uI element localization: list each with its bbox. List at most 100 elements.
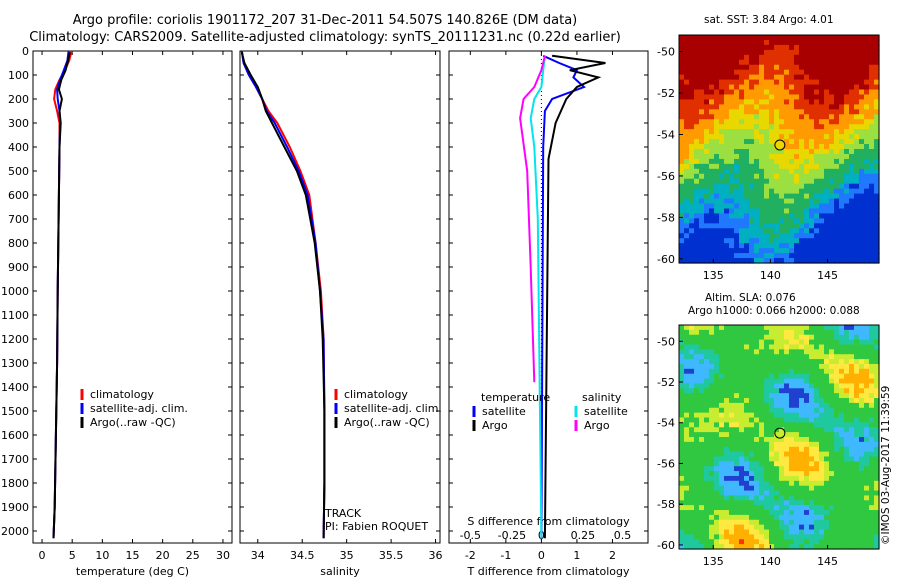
heatmap-cell [719, 114, 725, 120]
heatmap-cell [749, 198, 755, 205]
heatmap-cell [714, 178, 720, 185]
heatmap-cell [759, 79, 765, 86]
heatmap-cell [689, 213, 695, 219]
heatmap-cell [874, 417, 880, 423]
heatmap-cell [834, 368, 840, 375]
heatmap-cell [844, 163, 850, 170]
heatmap-cell [704, 373, 710, 380]
heatmap-cell [844, 94, 850, 101]
heatmap-cell [789, 325, 795, 331]
heatmap-cell [859, 203, 865, 210]
heatmap-cell [804, 59, 810, 66]
heatmap-cell [784, 437, 790, 443]
heatmap-cell [819, 456, 825, 462]
heatmap-cell [829, 183, 835, 190]
heatmap-cell [729, 437, 735, 443]
heatmap-cell [679, 253, 685, 259]
heatmap-cell [789, 480, 795, 487]
heatmap-cell [749, 393, 755, 399]
heatmap-cell [694, 238, 700, 244]
heatmap-cell [699, 480, 705, 487]
heatmap-cell [789, 422, 795, 428]
heatmap-cell [724, 446, 730, 453]
heatmap-cell [714, 471, 720, 477]
heatmap-cell [824, 344, 830, 350]
heatmap-cell [784, 339, 790, 346]
heatmap-cell [824, 471, 830, 477]
heatmap-cell [724, 124, 730, 130]
heatmap-cell [744, 373, 750, 380]
heatmap-cell [749, 432, 755, 438]
heatmap-cell [839, 412, 845, 419]
heatmap-cell [779, 427, 785, 433]
heatmap-cell [804, 149, 810, 155]
heatmap-cell [824, 258, 830, 264]
heatmap-cell [739, 59, 745, 66]
heatmap-cell [709, 99, 715, 105]
heatmap-cell [824, 129, 830, 135]
heatmap-cell [684, 198, 690, 205]
heatmap-cell [774, 258, 780, 264]
heatmap-cell [759, 514, 765, 521]
y-tick-label: -54 [657, 417, 675, 430]
heatmap-cell [854, 228, 860, 234]
heatmap-cell [729, 39, 735, 46]
heatmap-cell [829, 144, 835, 150]
heatmap-cell [784, 344, 790, 350]
heatmap-cell [779, 485, 785, 492]
heatmap-cell [719, 89, 725, 96]
heatmap-cell [684, 427, 690, 433]
heatmap-cell [754, 510, 760, 516]
heatmap-cell [824, 183, 830, 190]
heatmap-cell [739, 471, 745, 477]
heatmap-cell [754, 44, 760, 51]
heatmap-cell [774, 417, 780, 423]
heatmap-cell [849, 471, 855, 477]
heatmap-cell [769, 422, 775, 428]
heatmap-cell [804, 495, 810, 501]
heatmap-cell [719, 471, 725, 477]
heatmap-cell [774, 432, 780, 438]
salinity-series-line [240, 50, 326, 539]
heatmap-cell [849, 461, 855, 467]
heatmap-cell [729, 243, 735, 249]
heatmap-cell [774, 64, 780, 71]
heatmap-cell [784, 129, 790, 135]
heatmap-cell [734, 432, 740, 438]
y-tick-label: 1600 [1, 429, 29, 442]
heatmap-cell [704, 329, 710, 336]
heatmap-cell [679, 134, 685, 140]
heatmap-cell [859, 163, 865, 170]
heatmap-cell [684, 104, 690, 110]
heatmap-cell [789, 339, 795, 346]
heatmap-cell [869, 451, 875, 458]
heatmap-cell [739, 158, 745, 165]
heatmap-cell [744, 456, 750, 462]
x-tick-label: 34.5 [290, 549, 315, 562]
heatmap-cell [784, 441, 790, 448]
heatmap-cell [779, 378, 785, 385]
heatmap-cell [699, 398, 705, 404]
heatmap-cell [754, 514, 760, 521]
heatmap-cell [714, 480, 720, 487]
heatmap-cell [764, 495, 770, 501]
heatmap-cell [874, 475, 880, 482]
heatmap-cell [839, 461, 845, 467]
heatmap-cell [874, 344, 880, 350]
heatmap-cell [714, 407, 720, 414]
heatmap-cell [719, 248, 725, 254]
heatmap-cell [749, 544, 755, 550]
heatmap-cell [824, 378, 830, 385]
heatmap-cell [854, 139, 860, 145]
heatmap-cell [714, 519, 720, 526]
heatmap-cell [804, 124, 810, 130]
heatmap-cell [729, 64, 735, 71]
heatmap-cell [839, 480, 845, 487]
heatmap-cell [839, 99, 845, 105]
heatmap-cell [744, 109, 750, 115]
heatmap-cell [809, 422, 815, 428]
heatmap-cell [804, 129, 810, 135]
heatmap-cell [764, 534, 770, 540]
heatmap-cell [689, 349, 695, 355]
heatmap-cell [804, 373, 810, 380]
